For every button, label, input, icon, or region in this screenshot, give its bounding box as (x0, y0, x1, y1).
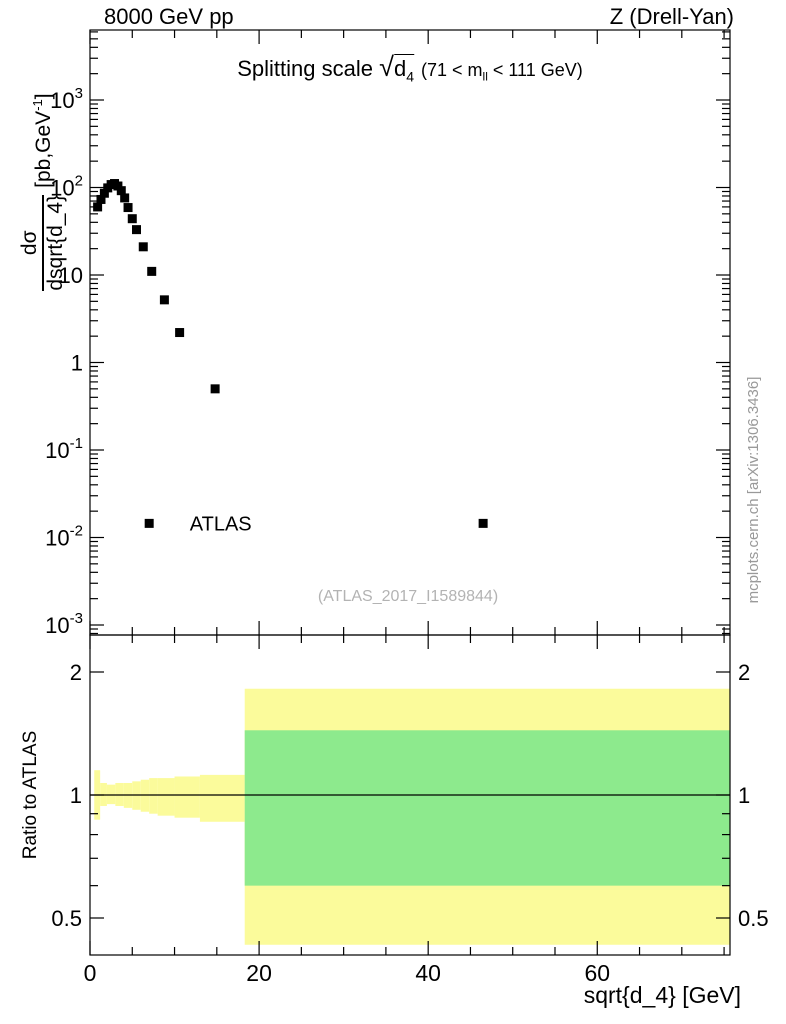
svg-text:2: 2 (70, 660, 82, 685)
svg-text:60: 60 (584, 960, 610, 986)
svg-text:40: 40 (415, 960, 441, 986)
analysis-id-watermark: (ATLAS_2017_I1589844) (317, 588, 499, 605)
svg-text:20: 20 (246, 960, 272, 986)
svg-text:10-3: 10-3 (45, 610, 83, 638)
x-axis-label: sqrt{d_4} [GeV] (583, 982, 741, 1008)
svg-text:2: 2 (738, 660, 750, 685)
svg-text:102: 102 (50, 173, 83, 201)
svg-text:1: 1 (738, 783, 750, 808)
svg-text:0: 0 (84, 960, 97, 986)
svg-text:0.5: 0.5 (738, 906, 769, 931)
svg-text:1: 1 (71, 351, 83, 376)
beam-energy-label: 8000 GeV pp (104, 4, 234, 29)
plot-title: Splitting scale √d4 (71 < mll < 111 GeV) (237, 52, 583, 84)
mass-window-condition: (71 < mll < 111 GeV) (420, 60, 583, 84)
svg-text:0.5: 0.5 (51, 906, 82, 931)
svg-text:10-1: 10-1 (45, 435, 83, 463)
svg-text:1: 1 (70, 783, 82, 808)
title-prefix: Splitting scale (237, 56, 373, 81)
svg-text:10-2: 10-2 (45, 523, 83, 551)
svg-text:ATLAS: ATLAS (190, 513, 252, 535)
svg-text:10: 10 (59, 263, 83, 288)
sqrt-argument: d4 (393, 54, 414, 85)
svg-text:103: 103 (50, 85, 83, 113)
process-label: Z (Drell-Yan) (609, 4, 734, 29)
sqrt-radical-glyph: √ (379, 52, 394, 82)
